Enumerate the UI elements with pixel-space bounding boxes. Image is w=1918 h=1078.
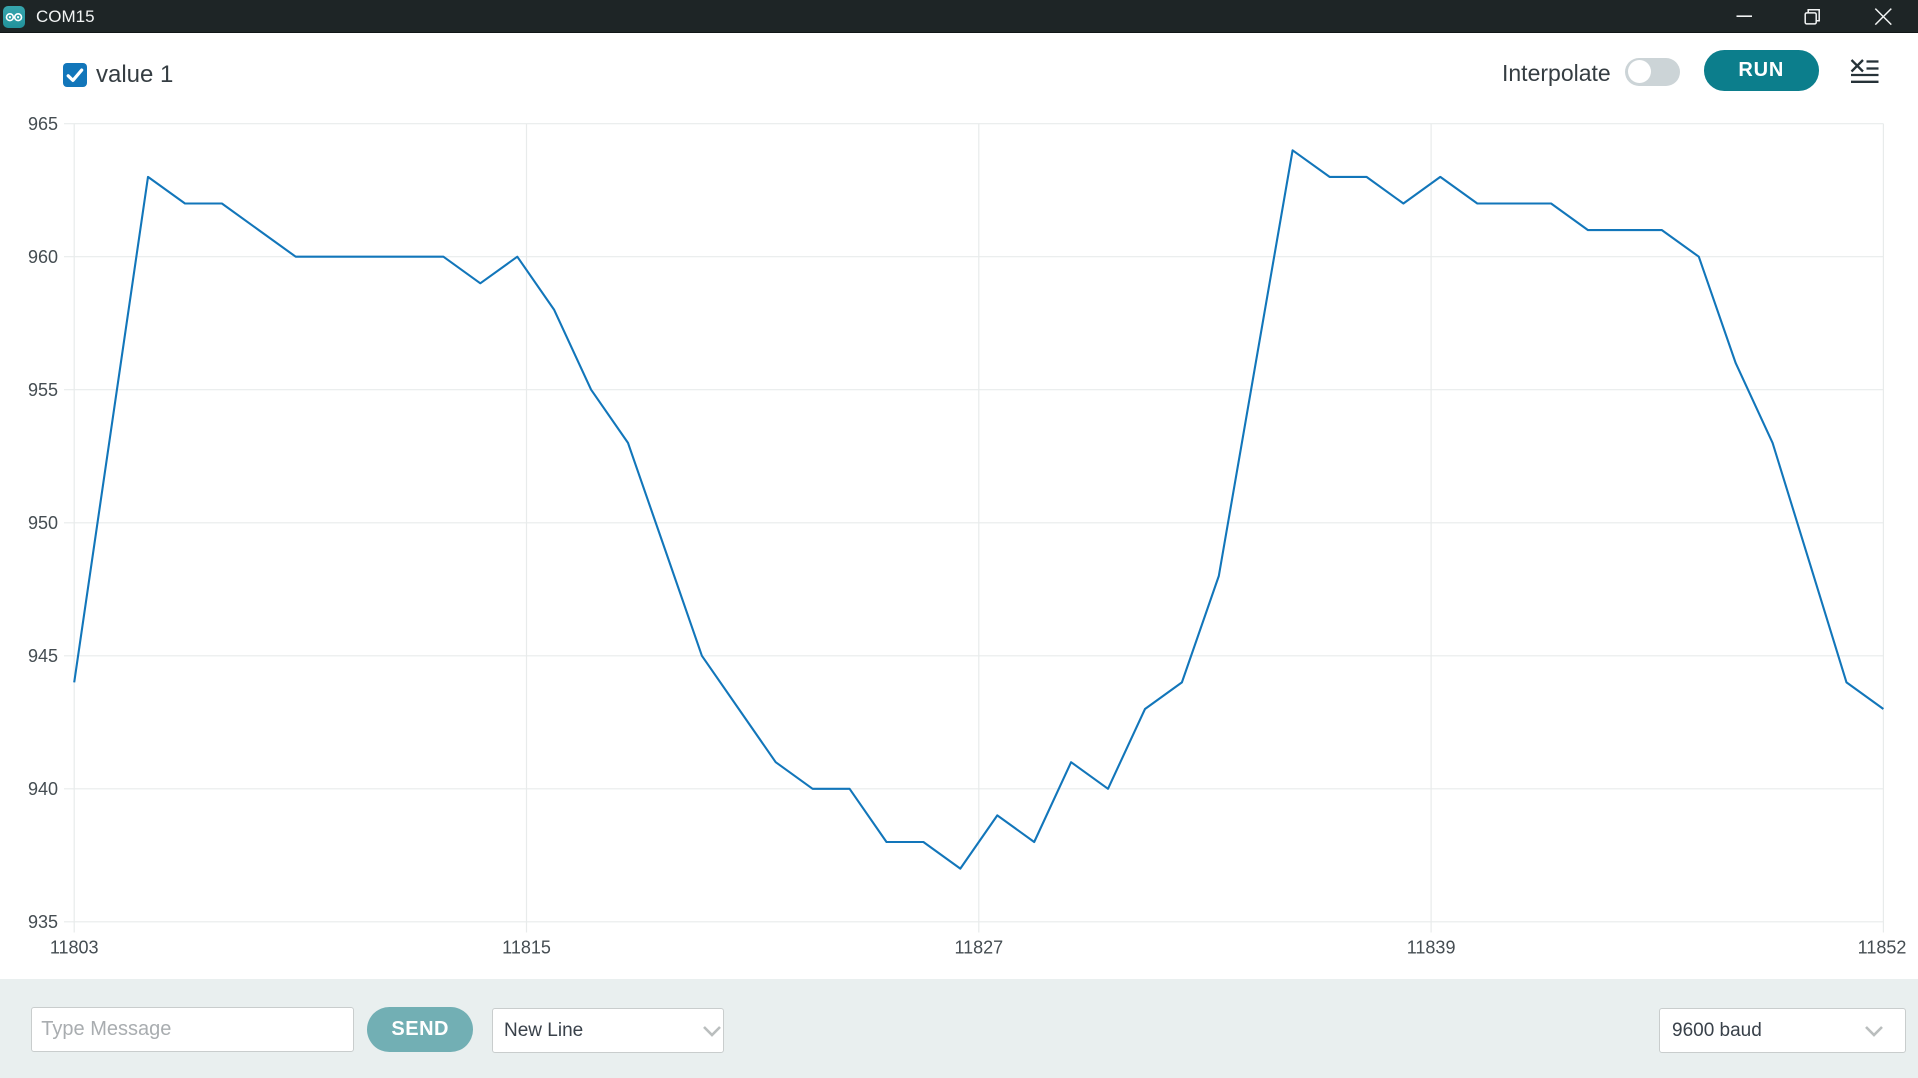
svg-text:945: 945: [28, 646, 58, 666]
svg-text:11815: 11815: [502, 938, 551, 958]
svg-text:11852: 11852: [1858, 938, 1907, 958]
svg-text:940: 940: [28, 779, 58, 799]
svg-text:955: 955: [28, 380, 58, 400]
svg-text:950: 950: [28, 513, 58, 533]
svg-text:935: 935: [28, 912, 58, 932]
svg-text:11803: 11803: [50, 938, 99, 958]
svg-text:11827: 11827: [954, 938, 1003, 958]
svg-text:965: 965: [28, 114, 58, 134]
svg-text:960: 960: [28, 247, 58, 267]
svg-text:11839: 11839: [1407, 938, 1456, 958]
